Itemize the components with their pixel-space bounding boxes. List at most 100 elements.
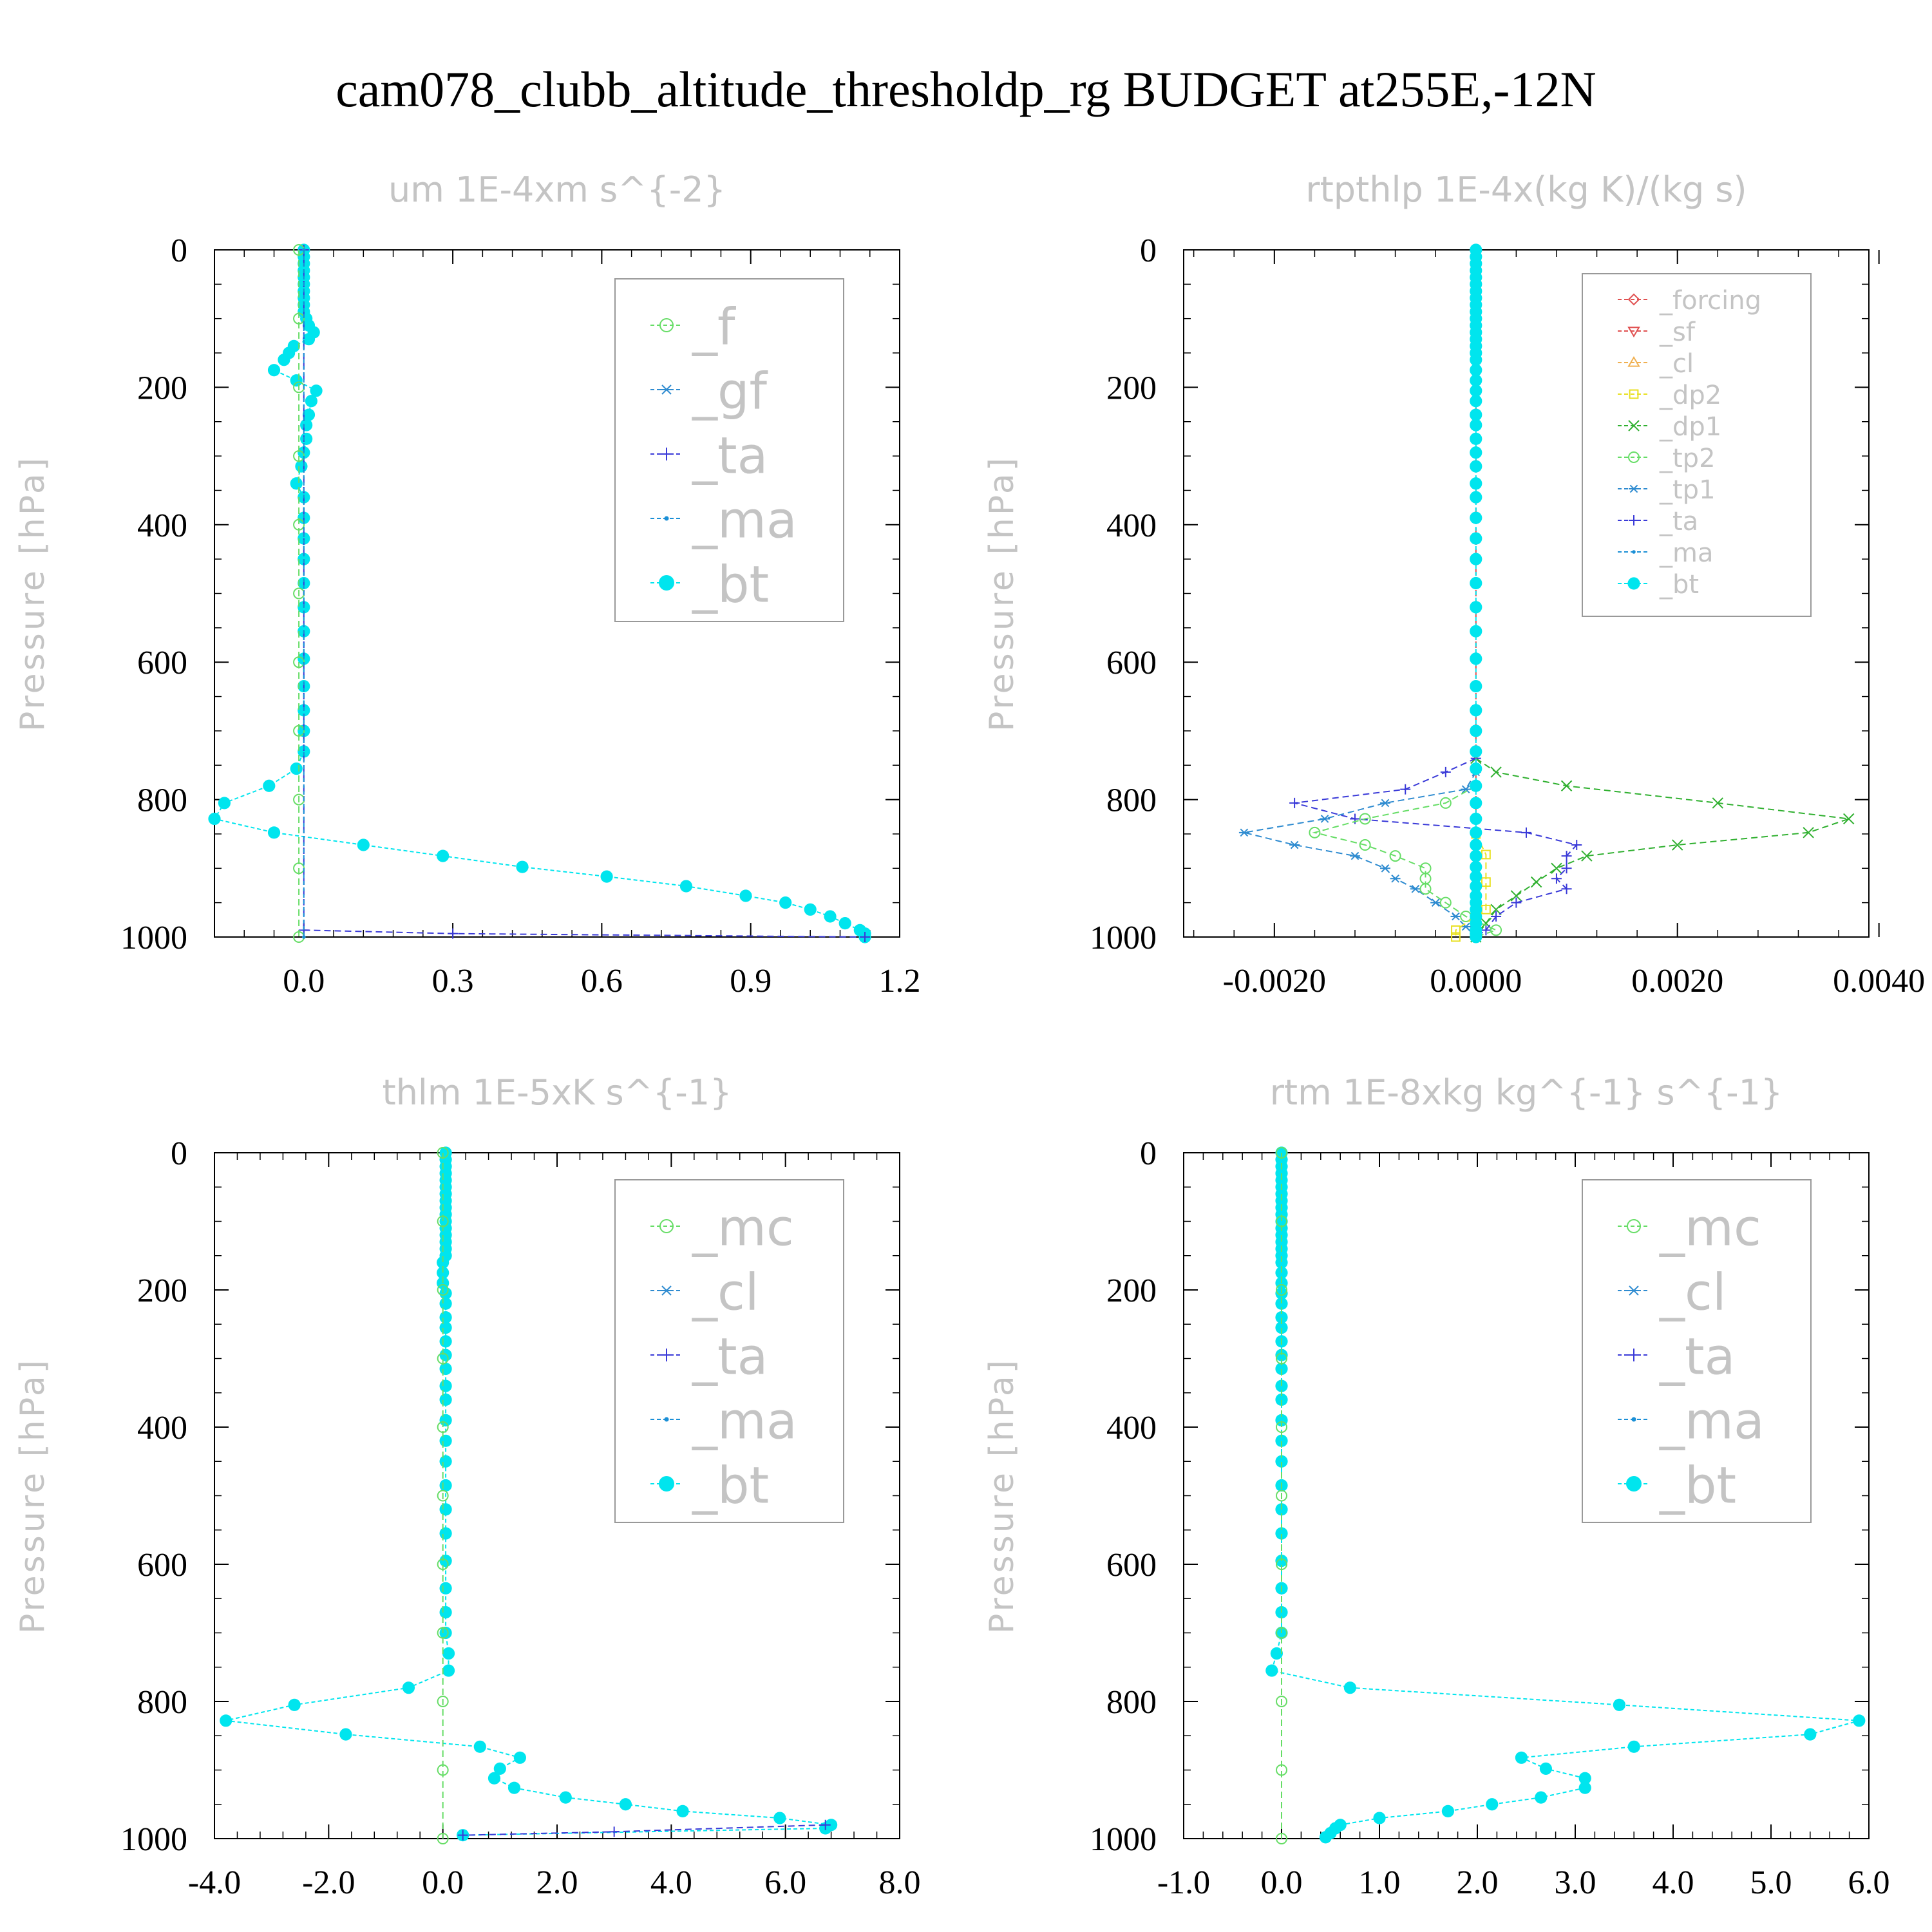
data-point-bt (442, 1664, 455, 1677)
data-point-bt (1275, 1393, 1288, 1406)
data-point-bt (1275, 1455, 1288, 1468)
data-point-bt (1613, 1698, 1625, 1711)
data-point-ta (1350, 813, 1360, 824)
data-point-bt (439, 1393, 452, 1406)
legend-marker (660, 1349, 673, 1361)
series-line-ta (303, 250, 866, 938)
data-point-bt (1275, 1362, 1288, 1376)
data-point-bt (1441, 1804, 1454, 1817)
data-point-mc (437, 1490, 449, 1502)
data-point-bt (1275, 1287, 1288, 1300)
data-point-bt (513, 1751, 526, 1764)
data-point-bt (1470, 511, 1482, 524)
data-point-bt (1275, 1379, 1288, 1392)
data-point-mc (437, 1147, 449, 1159)
data-point-ma (301, 248, 306, 252)
x-tick-label: 0.0 (422, 1864, 464, 1901)
panel-title: thlm 1E-5xK s^{-1} (383, 1072, 732, 1113)
y-tick-label: 1000 (1090, 920, 1157, 956)
legend-marker (1629, 389, 1639, 399)
data-point-bt (559, 1791, 572, 1804)
data-point-tp1 (1461, 922, 1472, 931)
legend-marker (1629, 484, 1639, 493)
panel-title: um 1E-4xm s^{-2} (388, 169, 726, 210)
data-point-bt (357, 838, 370, 851)
data-point-f (293, 724, 305, 737)
data-point-bt (1470, 625, 1482, 638)
y-tick-label: 200 (137, 1273, 187, 1309)
data-point-bt (1270, 1647, 1283, 1660)
data-point-mc (437, 1696, 449, 1707)
data-point-mc (437, 1558, 449, 1570)
data-point-bt (1275, 1349, 1288, 1361)
data-point-bt (298, 745, 310, 758)
data-point-ta (1289, 797, 1300, 808)
data-point-mc (1276, 1490, 1287, 1502)
data-point-dp1 (1480, 917, 1492, 929)
y-axis-label: Pressure [hPa] (983, 455, 1021, 732)
y-tick-label: 200 (137, 370, 187, 406)
data-point-bt (804, 903, 817, 916)
legend-marker (660, 1285, 673, 1296)
data-point-bt (1275, 1311, 1288, 1324)
data-point-bt (1265, 1664, 1278, 1677)
data-point-bt (1343, 1681, 1356, 1694)
data-point-bt (1627, 1740, 1640, 1753)
data-point-bt (600, 870, 613, 883)
data-point-bt (1470, 395, 1482, 408)
data-point-bt (1578, 1781, 1591, 1794)
data-point-tp1 (1450, 912, 1461, 921)
y-tick-label: 0 (1140, 1135, 1157, 1172)
data-point-bt (1470, 762, 1482, 775)
x-tick-label: -4.0 (188, 1864, 241, 1901)
x-tick-label: 0.0 (283, 963, 325, 999)
data-point-f (293, 518, 305, 531)
data-point-bt (1470, 812, 1482, 826)
legend-marker (1627, 1285, 1640, 1296)
legend-label: _bt (1659, 570, 1699, 600)
data-point-bt (310, 384, 323, 397)
data-point-ta (860, 932, 871, 942)
data-point-mc (437, 1764, 449, 1776)
x-tick-label: 2.0 (1457, 1864, 1499, 1901)
data-point-bt (267, 364, 281, 377)
x-tick-label: -1.0 (1157, 1864, 1210, 1901)
legend-marker (659, 575, 674, 591)
data-point-ma (301, 935, 306, 939)
data-point-mc (1276, 1215, 1287, 1227)
data-point-dp1 (1803, 827, 1814, 838)
data-point-bt (1470, 374, 1482, 387)
data-point-bt (838, 917, 851, 930)
legend-label: _ta (1659, 507, 1698, 536)
legend-marker (664, 516, 669, 521)
series-line-dp2 (1455, 833, 1487, 937)
y-axis-label: Pressure [hPa] (14, 1358, 52, 1634)
legend-label: _ma (1659, 538, 1713, 568)
data-point-mc (1276, 1147, 1287, 1159)
data-point-bt (290, 477, 303, 490)
data-point-bt (488, 1772, 501, 1785)
data-point-mc (1276, 1352, 1287, 1365)
data-point-tp2 (1439, 896, 1452, 909)
data-point-dp2 (1451, 932, 1461, 942)
legend-label: _forcing (1659, 286, 1761, 316)
data-point-tp1 (1350, 851, 1360, 860)
legend-marker (1629, 515, 1639, 526)
data-point-dp1 (1510, 890, 1522, 902)
data-point-bt (439, 1527, 452, 1540)
legend-marker (1626, 1476, 1642, 1492)
y-tick-label: 600 (1106, 1547, 1157, 1584)
data-point-bt (218, 797, 231, 810)
x-tick-label: 1.2 (879, 963, 921, 999)
data-point-ta (1511, 897, 1522, 908)
data-point-bt (1470, 384, 1482, 397)
legend-marker (1627, 327, 1640, 337)
x-tick-label: 0.9 (730, 963, 772, 999)
data-point-bt (1470, 860, 1482, 873)
panel-um: um 1E-4xm s^{-2} Pressure [hPa] 0 200 400 600… (14, 169, 921, 999)
legend-marker (1628, 451, 1640, 463)
data-point-bt (1470, 779, 1482, 792)
data-point-tp2 (1389, 850, 1401, 862)
data-point-dp2 (1481, 877, 1491, 887)
data-point-mc (437, 1215, 449, 1227)
